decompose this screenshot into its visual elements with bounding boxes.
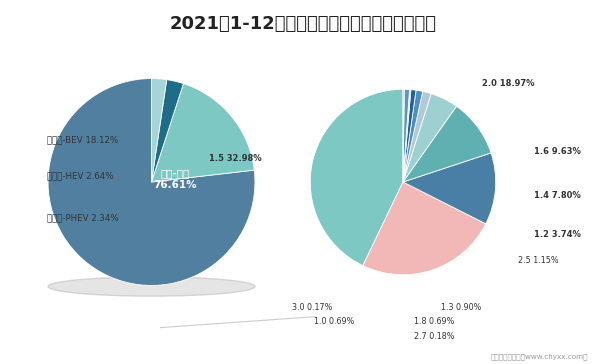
Text: 2.5 1.15%: 2.5 1.15% [518,256,558,265]
Text: 1.3 0.90%: 1.3 0.90% [441,303,482,312]
Wedge shape [403,94,456,182]
Text: 新能源-BEV 18.12%: 新能源-BEV 18.12% [47,135,118,144]
Text: 1.0 0.69%: 1.0 0.69% [313,317,354,326]
Text: 2.0 18.97%: 2.0 18.97% [482,79,534,88]
Text: 1.6 9.63%: 1.6 9.63% [534,147,581,156]
Text: 新能源-PHEV 2.34%: 新能源-PHEV 2.34% [47,214,119,223]
Text: 1.5 32.98%: 1.5 32.98% [208,154,261,162]
Text: 2.7 0.18%: 2.7 0.18% [414,332,454,341]
Text: 2021年1-12月轿车销量动力类型及排量占比图: 2021年1-12月轿车销量动力类型及排量占比图 [170,15,436,32]
Wedge shape [403,89,410,182]
Wedge shape [48,79,255,285]
Wedge shape [403,89,404,182]
Text: 1.8 0.69%: 1.8 0.69% [414,317,454,326]
Text: 1.4 7.80%: 1.4 7.80% [534,191,581,199]
Wedge shape [310,89,403,266]
Wedge shape [152,84,255,182]
Wedge shape [403,90,423,182]
Wedge shape [363,182,486,275]
Wedge shape [152,79,167,182]
Text: 1.2 3.74%: 1.2 3.74% [534,230,581,239]
Ellipse shape [48,277,255,296]
Wedge shape [403,91,431,182]
Wedge shape [403,153,496,224]
Wedge shape [403,106,491,182]
Wedge shape [403,90,416,182]
Text: 新能源-HEV 2.64%: 新能源-HEV 2.64% [47,171,113,180]
Wedge shape [152,80,184,182]
Text: 燃油-汽油
76.61%: 燃油-汽油 76.61% [153,168,197,190]
Text: 3.0 0.17%: 3.0 0.17% [291,303,332,312]
Wedge shape [403,90,411,182]
Text: 制图：智研咨询（www.chyxx.com）: 制图：智研咨询（www.chyxx.com） [490,354,588,360]
